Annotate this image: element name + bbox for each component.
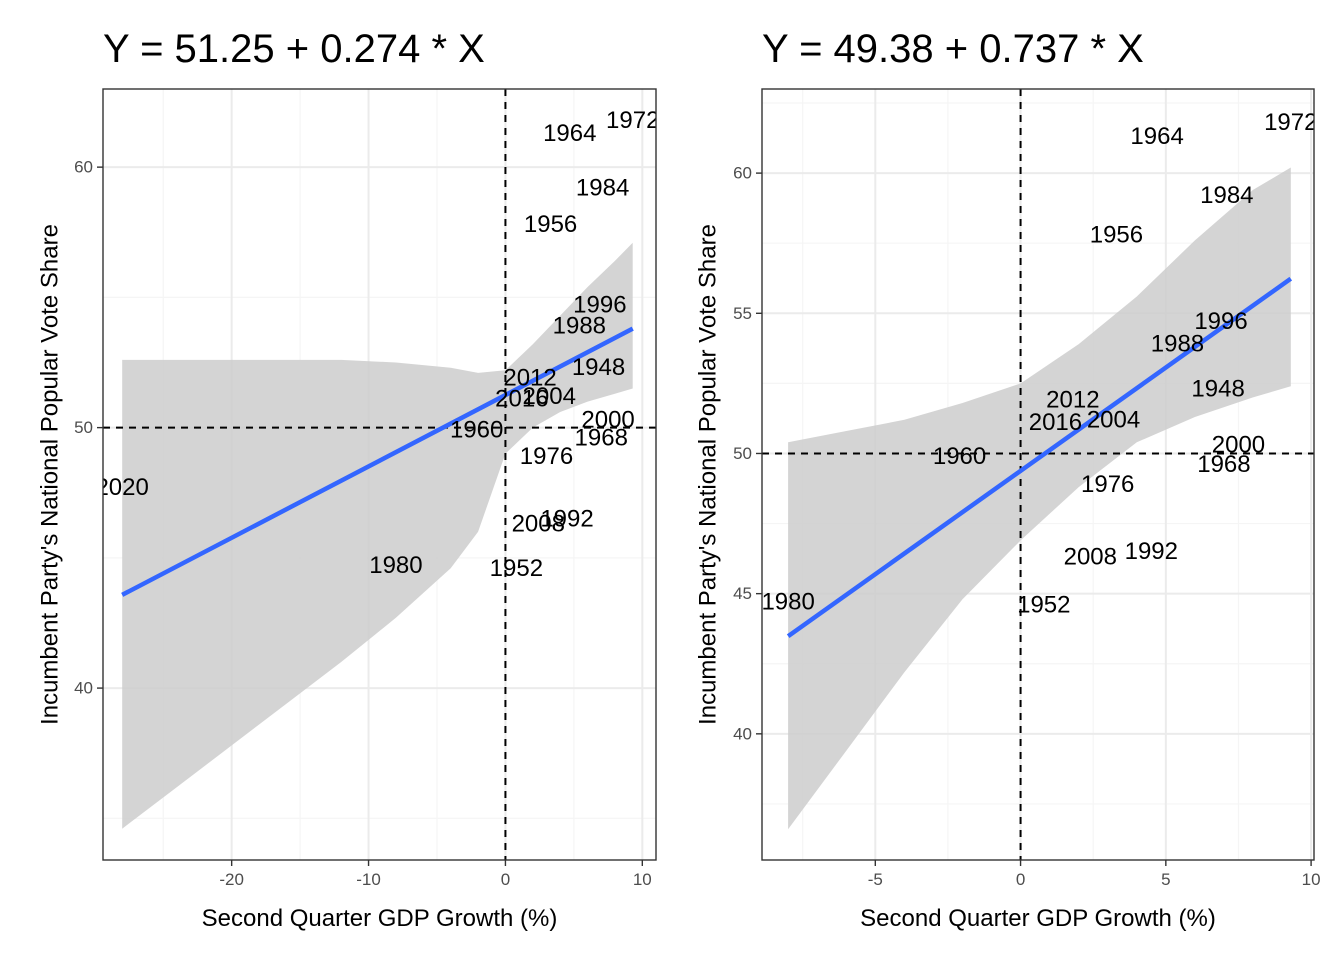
chart-2-point-2012: 2012 [1046, 387, 1099, 414]
chart-1-point-1968: 1968 [575, 425, 628, 452]
chart-2-point-1996: 1996 [1194, 308, 1247, 335]
chart-1-point-2008: 2008 [512, 510, 565, 537]
chart-2-point-1976: 1976 [1081, 471, 1134, 498]
chart-2-xtick-label: 5 [1161, 870, 1170, 889]
chart-2-point-1988: 1988 [1151, 331, 1204, 358]
chart-2-ytick-label: 50 [733, 444, 752, 463]
chart-2-point-2016: 2016 [1029, 409, 1082, 436]
chart-1-point-2016: 2016 [495, 385, 548, 412]
chart-2-point-1968: 1968 [1197, 451, 1250, 478]
chart-2-point-1984: 1984 [1200, 182, 1253, 209]
chart-1-fit-line [121, 326, 634, 597]
chart-1-xtick-label: 10 [633, 870, 652, 889]
chart-1-panel-border [102, 88, 657, 861]
chart-2-point-1992: 1992 [1125, 538, 1178, 565]
chart-2-ytick-label: 60 [733, 164, 752, 183]
chart-1-point-1992: 1992 [540, 505, 593, 532]
chart-2-xtick-label: 0 [1016, 870, 1025, 889]
chart-2-point-2004: 2004 [1087, 406, 1140, 433]
chart-1-point-1976: 1976 [520, 443, 573, 470]
chart-1-point-2012: 2012 [503, 365, 556, 392]
chart-2-point-1956: 1956 [1090, 221, 1143, 248]
chart-2-xtick-label: -5 [868, 870, 883, 889]
chart-2-point-2008: 2008 [1064, 544, 1117, 571]
chart-2-point-1972: 1972 [1264, 109, 1317, 136]
chart-2-ytick-label: 45 [733, 584, 752, 603]
chart-1-point-1960: 1960 [450, 417, 503, 444]
chart-1-point-1956: 1956 [524, 211, 577, 238]
chart-1-point-1996: 1996 [573, 292, 626, 319]
chart-2-x-axis-title: Second Quarter GDP Growth (%) [860, 905, 1216, 932]
chart-2-ytick-label: 40 [733, 724, 752, 743]
chart-1-xtick-label: -10 [356, 870, 381, 889]
chart-1-point-1952: 1952 [490, 555, 543, 582]
chart-2: 1948 1952 1956 1960 1964 1968 1972 1976 1980 1984… [695, 27, 1321, 932]
chart-2-xtick-label: 10 [1302, 870, 1321, 889]
chart-1-ytick-label: 50 [74, 418, 93, 437]
chart-1: 1948 1952 1956 1960 1964 1968 1972 1976 1980 1984… [37, 27, 659, 932]
chart-1-y-axis-title: Incumbent Party's National Popular Vote … [37, 224, 64, 725]
chart-2-fit-line [786, 276, 1293, 638]
chart-2-point-1952: 1952 [1017, 591, 1070, 618]
chart-2-point-1964: 1964 [1130, 123, 1183, 150]
chart-2-point-1948: 1948 [1191, 375, 1244, 402]
chart-1-point-1984: 1984 [576, 174, 629, 201]
chart-2-point-1960: 1960 [933, 443, 986, 470]
chart-1-xtick-label: -20 [219, 870, 244, 889]
chart-1-point-2004: 2004 [523, 383, 576, 410]
chart-1-point-2000: 2000 [581, 406, 634, 433]
chart-1-point-2020: 2020 [95, 474, 148, 501]
chart-1-ytick-label: 40 [74, 679, 93, 698]
chart-1-point-1964: 1964 [543, 120, 596, 147]
chart-1-x-axis-title: Second Quarter GDP Growth (%) [202, 905, 558, 932]
chart-2-confidence-band [788, 167, 1291, 830]
chart-2-title: Y = 49.38 + 0.737 * X [762, 27, 1144, 71]
chart-2-y-axis-title: Incumbent Party's National Popular Vote … [695, 224, 722, 725]
chart-2-point-2000: 2000 [1212, 432, 1265, 459]
chart-2-point-1980: 1980 [761, 589, 814, 616]
chart-2-ytick-label: 55 [733, 304, 752, 323]
chart-1-point-1988: 1988 [553, 313, 606, 340]
chart-1-ytick-label: 60 [74, 158, 93, 177]
chart-1-point-1972: 1972 [606, 107, 659, 134]
chart-1-point-1980: 1980 [369, 552, 422, 579]
chart-1-xtick-label: 0 [501, 870, 510, 889]
chart-2-panel-border [761, 88, 1315, 861]
chart-1-title: Y = 51.25 + 0.274 * X [103, 27, 485, 71]
chart-1-point-1948: 1948 [572, 354, 625, 381]
